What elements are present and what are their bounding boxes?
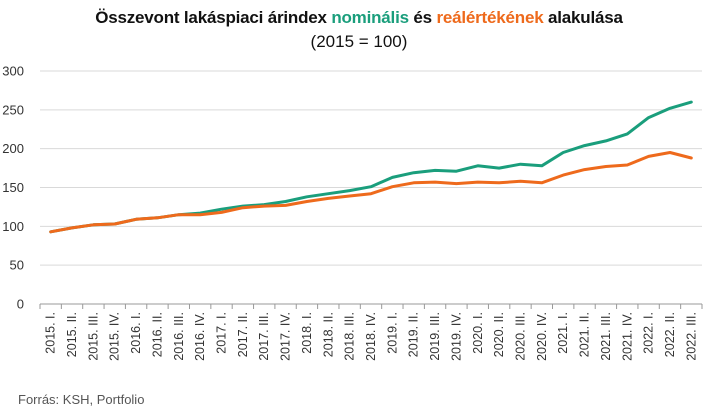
- x-tick-label: 2016. II.: [150, 312, 164, 357]
- x-tick-label: 2015. III.: [86, 312, 100, 361]
- x-tick-label: 2018. II.: [321, 312, 335, 357]
- chart-title: Összevont lakáspiaci árindex nominális é…: [0, 8, 718, 28]
- x-tick-label: 2016. III.: [172, 312, 186, 361]
- x-tick-label: 2019. IV.: [449, 312, 463, 361]
- x-tick-label: 2015. IV.: [108, 312, 122, 361]
- title-part-1: Összevont lakáspiaci árindex: [95, 8, 332, 27]
- title-part-2: és: [408, 8, 437, 27]
- x-tick-label: 2020. IV.: [535, 312, 549, 361]
- x-tick-label: 2021. II.: [578, 312, 592, 357]
- x-tick-label: 2021. IV.: [620, 312, 634, 361]
- x-tick-label: 2017. I.: [215, 312, 229, 354]
- x-tick-label: 2022. III.: [684, 312, 698, 361]
- series-lines: [49, 100, 693, 234]
- y-tick-label: 300: [2, 64, 24, 79]
- x-tick-label: 2016. I.: [129, 312, 143, 354]
- x-tick-label: 2020. I.: [471, 312, 485, 354]
- y-tick-label: 250: [2, 102, 24, 117]
- x-tick-label: 2022. II.: [663, 312, 677, 357]
- x-tick-label: 2020. III.: [513, 312, 527, 361]
- x-tick-label: 2017. III.: [257, 312, 271, 361]
- y-tick-label: 100: [2, 219, 24, 234]
- y-tick-label: 0: [17, 297, 24, 312]
- y-tick-label: 50: [10, 258, 24, 273]
- x-tick-label: 2016. IV.: [193, 312, 207, 361]
- x-tick-label: 2019. II.: [407, 312, 421, 357]
- chart-subtitle: (2015 = 100): [310, 32, 408, 51]
- x-tick-label: 2018. I.: [300, 312, 314, 354]
- x-tick-label: 2021. III.: [599, 312, 613, 361]
- title-part-3: alakulása: [543, 8, 623, 27]
- x-tick-label: 2020. II.: [492, 312, 506, 357]
- series-line-real: [49, 151, 693, 234]
- x-tick-label: 2015. I.: [44, 312, 58, 354]
- x-axis: 2015. I. 2015. II. 2015. III. 2015. IV. 2016…: [39, 303, 703, 361]
- x-tick-label: 2017. II.: [236, 312, 250, 357]
- y-tick-label: 150: [2, 180, 24, 195]
- x-tick-label: 2018. III.: [343, 312, 357, 361]
- y-axis: 0 50 100 150 200 250 300: [2, 64, 24, 312]
- title-nominal: nominális: [331, 8, 409, 27]
- x-tick-label: 2019. III.: [428, 312, 442, 361]
- y-tick-label: 200: [2, 141, 24, 156]
- x-tick-label: 2018. IV.: [364, 312, 378, 361]
- source-note: Forrás: KSH, Portfolio: [18, 392, 145, 407]
- x-tick-label: 2015. II.: [65, 312, 79, 357]
- x-tick-label: 2019. I.: [385, 312, 399, 354]
- x-tick-label: 2021. I.: [556, 312, 570, 354]
- x-tick-label: 2017. IV.: [279, 312, 293, 361]
- title-real: reálértékének: [436, 8, 544, 27]
- x-tick-label: 2022. I.: [642, 312, 656, 354]
